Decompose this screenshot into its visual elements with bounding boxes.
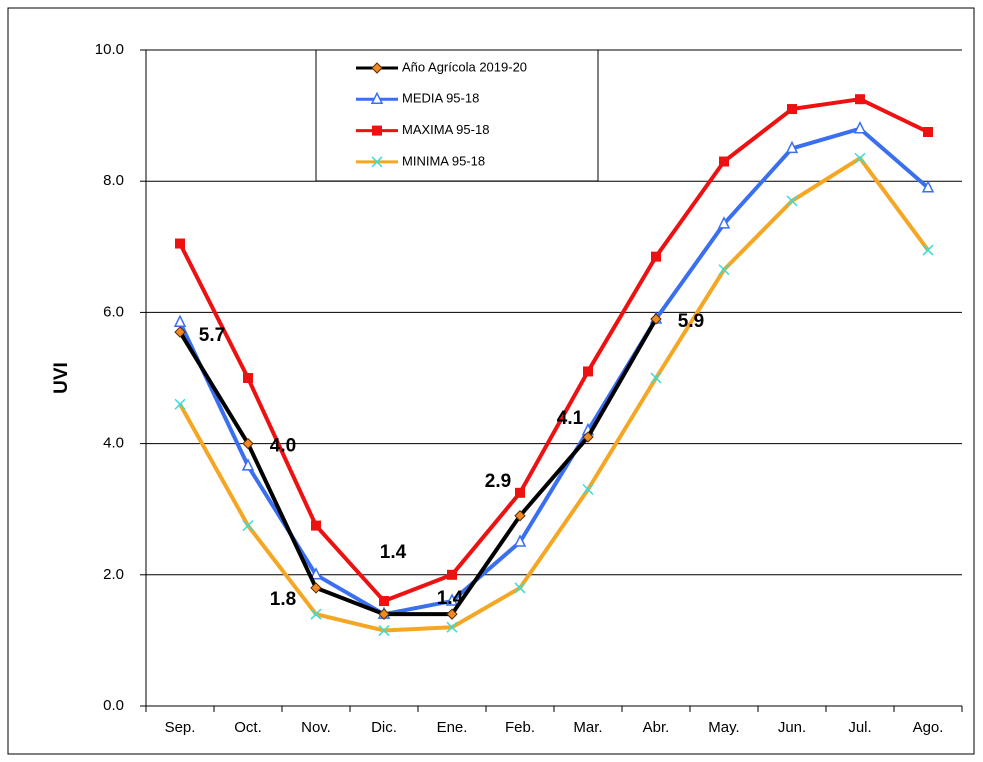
- data-point: [786, 195, 798, 207]
- value-label: 2.9: [485, 471, 511, 492]
- legend-box: [315, 49, 599, 182]
- legend-label: MAXIMA 95-18: [402, 122, 489, 137]
- x-tick-label: Jul.: [848, 719, 871, 736]
- y-tick-label: 0.0: [103, 697, 124, 714]
- value-label: 5.7: [199, 325, 225, 346]
- x-tick-label: Jun.: [778, 719, 806, 736]
- data-point: [447, 569, 457, 580]
- data-point: [445, 593, 459, 606]
- data-point: [242, 520, 254, 532]
- value-label: 5.9: [678, 311, 704, 332]
- y-tick-label: 8.0: [103, 172, 124, 189]
- x-tick-label: Feb.: [505, 719, 535, 736]
- data-point: [923, 127, 933, 137]
- data-point: [174, 398, 186, 410]
- legend-label: Año Agrícola 2019-20: [402, 59, 527, 74]
- x-tick-label: May.: [708, 719, 739, 736]
- data-point: [173, 314, 187, 327]
- data-point: [514, 582, 526, 594]
- data-point: [243, 373, 253, 383]
- y-axis-label: UVI: [51, 362, 72, 394]
- data-point: [650, 372, 662, 384]
- data-point: [241, 458, 255, 471]
- data-point: [175, 238, 185, 249]
- legend: Año Agrícola 2019-20 MEDIA 95-18 MAXIMA 95…: [315, 49, 599, 182]
- data-point: [513, 534, 527, 547]
- data-point: [717, 216, 731, 229]
- data-point: [855, 94, 865, 105]
- data-point: [310, 582, 322, 594]
- data-point: [719, 156, 729, 167]
- value-label: 1.8: [270, 589, 296, 610]
- data-point: [515, 487, 525, 498]
- data-point: [582, 483, 594, 496]
- legend-marker: [372, 125, 382, 136]
- value-label: 1.4: [437, 588, 464, 609]
- data-point: [785, 140, 799, 154]
- data-point: [583, 366, 593, 377]
- series-line: [178, 97, 929, 604]
- data-point: [853, 121, 867, 134]
- x-tick-label: Oct.: [234, 719, 262, 736]
- legend-marker: [371, 156, 383, 168]
- value-label: 4.1: [557, 408, 584, 429]
- data-point: [310, 608, 322, 620]
- series-line: [178, 317, 658, 617]
- data-point: [922, 244, 934, 256]
- legend-label: MEDIA 95-18: [402, 91, 479, 106]
- series-line: [178, 126, 930, 617]
- data-point: [650, 313, 662, 325]
- data-point: [446, 621, 458, 633]
- data-point: [446, 608, 458, 620]
- x-tick-label: Ago.: [913, 719, 944, 736]
- data-point: [854, 152, 866, 164]
- data-point: [651, 251, 661, 262]
- x-tick-label: Ene.: [437, 719, 468, 736]
- x-tick-label: Nov.: [301, 719, 331, 736]
- data-point: [718, 264, 730, 276]
- data-point: [582, 431, 594, 443]
- value-label: 1.4: [380, 542, 407, 563]
- y-tick-label: 2.0: [103, 566, 124, 583]
- data-point: [309, 567, 323, 580]
- x-tick-label: Mar.: [573, 719, 602, 736]
- data-point: [921, 180, 935, 193]
- x-tick-label: Sep.: [165, 719, 196, 736]
- data-point: [379, 596, 389, 607]
- data-point: [174, 326, 186, 338]
- data-point: [378, 625, 390, 637]
- x-tick-label: Dic.: [371, 719, 397, 736]
- data-point: [378, 608, 390, 620]
- data-point: [311, 520, 321, 531]
- legend-marker: [371, 62, 383, 74]
- y-tick-label: 4.0: [103, 435, 124, 452]
- legend-marker: [370, 91, 384, 105]
- data-point: [787, 104, 797, 115]
- x-tick-label: Abr.: [643, 719, 670, 736]
- y-tick-label: 6.0: [103, 303, 124, 320]
- series-line: [178, 156, 930, 633]
- value-label: 4.0: [270, 436, 296, 457]
- legend-label: MINIMA 95-18: [402, 153, 485, 168]
- data-point: [514, 510, 526, 522]
- data-point: [242, 437, 254, 450]
- y-tick-label: 10.0: [95, 41, 124, 58]
